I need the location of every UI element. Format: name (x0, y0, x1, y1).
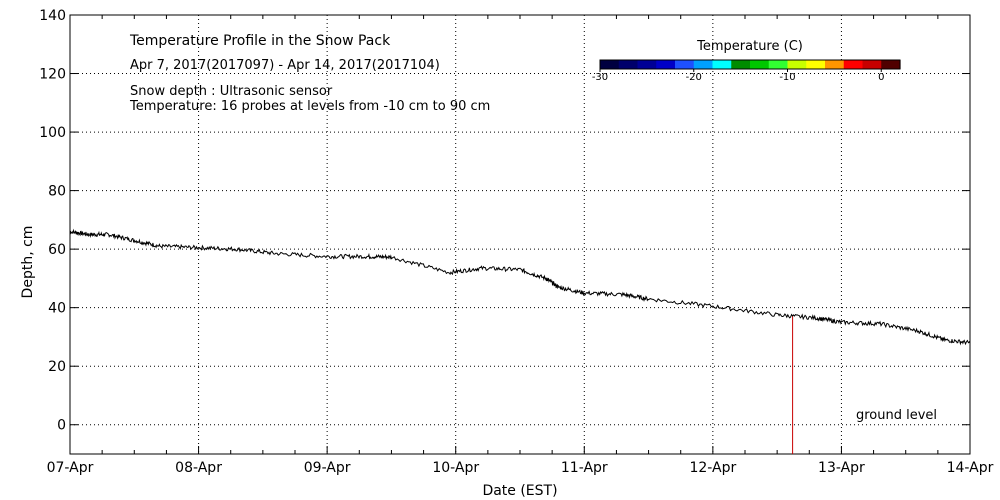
chart-subtitle: Apr 7, 2017(2017097) - Apr 14, 2017(2017… (130, 58, 440, 73)
x-tick-label: 08-Apr (175, 460, 222, 476)
y-tick-label: 60 (48, 242, 66, 258)
x-axis: 07-Apr 08-Apr 09-Apr 10-Apr 11-Apr 12-Apr 13-A… (47, 15, 994, 476)
y-tick-label: 140 (39, 8, 66, 24)
colorbar-swatch (637, 60, 657, 69)
y-tick-label: 0 (57, 418, 66, 434)
colorbar-swatch (693, 60, 714, 69)
colorbar-frame (599, 59, 901, 70)
colorbar-swatch (600, 60, 620, 69)
colorbar-swatch (843, 60, 864, 69)
x-tick-label: 09-Apr (304, 460, 351, 476)
colorbar-tick-label: -30 (592, 72, 608, 83)
y-tick-label: 80 (48, 184, 66, 200)
colorbar-tick-label: 0 (878, 72, 884, 83)
x-axis-label: Date (EST) (482, 483, 557, 499)
snow-depth-line (69, 228, 971, 346)
colorbar-swatch (656, 60, 676, 69)
chart-title: Temperature Profile in the Snow Pack (129, 33, 391, 49)
y-tick-label: 40 (48, 301, 66, 317)
grid-lines (70, 15, 970, 454)
x-tick-label: 14-Apr (947, 460, 994, 476)
temperature-colorbar: -30 -20 -10 0 (592, 59, 901, 83)
y-axis-label: Depth, cm (20, 226, 36, 299)
colorbar-swatch (806, 60, 826, 69)
colorbar-swatch (787, 60, 807, 69)
annotation-snow-depth: Snow depth : Ultrasonic sensor (130, 84, 333, 99)
colorbar-swatch (675, 60, 695, 69)
y-tick-label: 120 (39, 67, 66, 83)
colorbar-swatch (731, 60, 751, 69)
colorbar-swatch (881, 60, 901, 69)
colorbar-swatch (768, 60, 789, 69)
plot-frame (69, 14, 971, 455)
x-tick-label: 13-Apr (818, 460, 865, 476)
colorbar-tick-label: -10 (779, 72, 795, 83)
x-tick-label: 10-Apr (432, 460, 479, 476)
y-tick-label: 20 (48, 359, 66, 375)
colorbar-swatch (618, 60, 639, 69)
x-tick-label: 12-Apr (689, 460, 736, 476)
ground-level-label: ground level (856, 408, 937, 423)
colorbar-swatch (825, 60, 845, 69)
colorbar-swatch (750, 60, 770, 69)
colorbar-title: Temperature (C) (696, 39, 803, 54)
x-tick-label: 07-Apr (47, 460, 94, 476)
colorbar-swatch (862, 60, 882, 69)
y-axis: 140 120 100 80 60 40 20 0 (39, 8, 970, 434)
annotation-temperature: Temperature: 16 probes at levels from -1… (129, 99, 490, 114)
colorbar-tick-label: -20 (686, 72, 702, 83)
series-layer (69, 228, 971, 454)
colorbar-swatch (712, 60, 732, 69)
y-tick-label: 100 (39, 125, 66, 141)
x-tick-label: 11-Apr (561, 460, 608, 476)
